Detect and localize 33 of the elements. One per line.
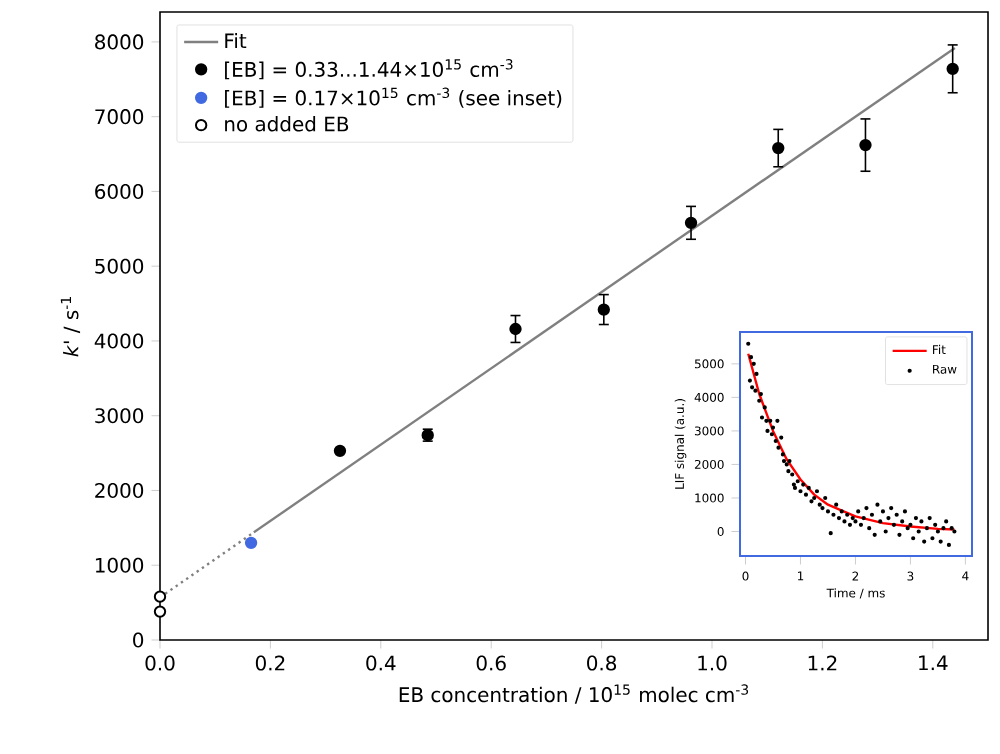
point (859, 138, 872, 152)
y-tick-label: 4000 (94, 333, 144, 349)
legend-label: no added EB (225, 116, 349, 132)
x-tick-label: 0.0 (145, 655, 175, 671)
point (509, 322, 522, 336)
x-tick-label: 0.8 (587, 655, 617, 671)
y-tick-label: 2000 (95, 482, 144, 499)
point (597, 303, 610, 316)
x-tick-label: 1.2 (808, 655, 837, 671)
point (153, 590, 167, 603)
legend-label: Fit (225, 32, 247, 49)
point (684, 216, 698, 230)
y-tick-label: 7000 (95, 109, 144, 125)
point (153, 605, 167, 618)
x-tick-label: 1.0 (698, 655, 727, 671)
y-tick-label: 6000 (95, 183, 144, 199)
x-tick-label: 0.2 (255, 655, 285, 671)
y-tick-label: 3000 (95, 408, 144, 424)
x-tick-label: 0.6 (476, 655, 506, 671)
point (333, 444, 347, 458)
point (772, 141, 785, 155)
x-axis-title: EB concentration / 10$^{15}$ molec cm$^{-3}$ (399, 684, 749, 704)
y-tick-label: 5000 (95, 258, 144, 274)
y-tick-label: 1000 (95, 557, 144, 573)
legend-label: [EB] = 0.33...1.44×10$^{15}$ cm$^{-3}$ (225, 59, 513, 80)
x-tick-label: 0.4 (366, 655, 396, 671)
y-tick-label: 8000 (95, 34, 144, 50)
point (244, 536, 258, 549)
y-tick-label: 0 (133, 632, 144, 648)
point (946, 62, 959, 76)
y-axis-title: k' / s$^{-1}$ (60, 297, 81, 357)
x-tick-label: 1.4 (919, 655, 948, 671)
legend-label: [EB] = 0.17×10$^{15}$ cm$^{-3}$ (see inset) (225, 87, 562, 108)
